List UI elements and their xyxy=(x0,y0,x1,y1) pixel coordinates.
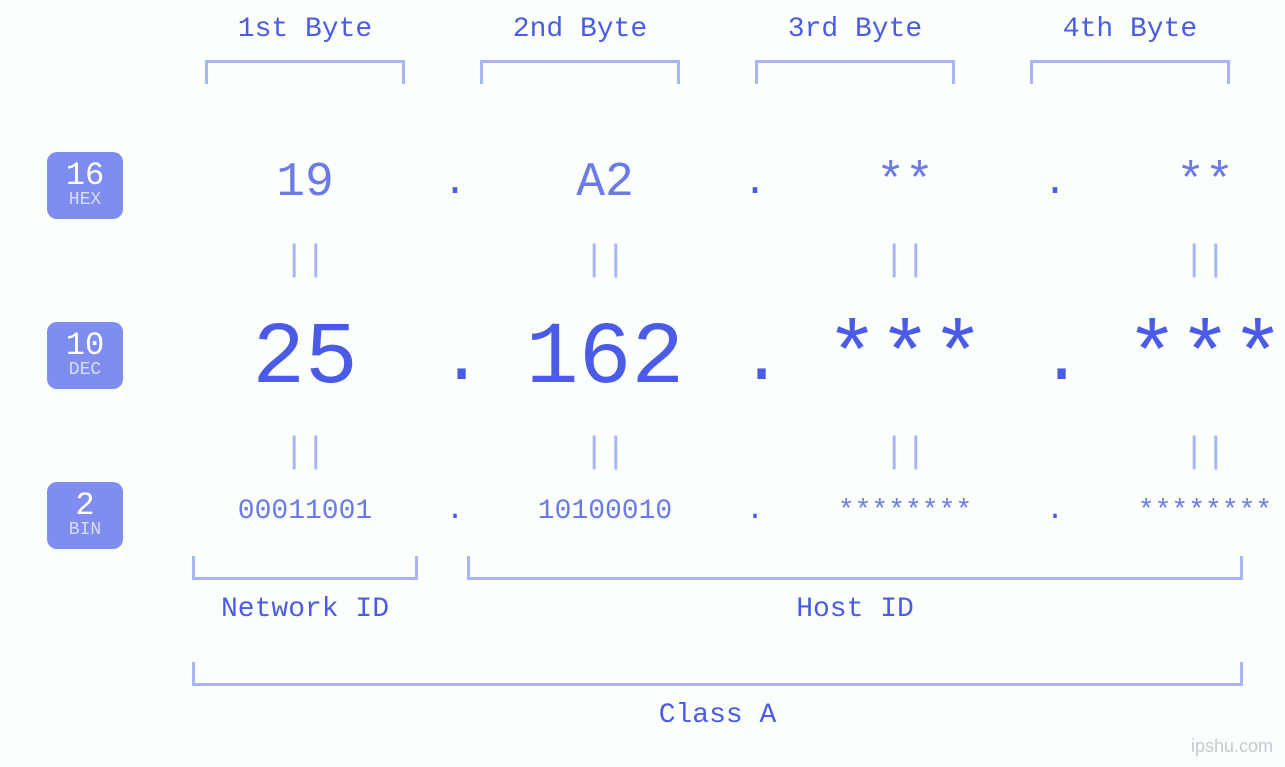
watermark-text: ipshu.com xyxy=(1191,736,1273,757)
dec-byte-4: *** xyxy=(1070,310,1285,409)
hex-byte-2: A2 xyxy=(470,156,740,210)
byte-header-1: 1st Byte xyxy=(170,14,440,45)
byte-header-2: 2nd Byte xyxy=(445,14,715,45)
base-label-hex: HEX xyxy=(47,191,123,211)
host-id-bracket xyxy=(467,556,1243,580)
dot-separator: . xyxy=(740,161,770,206)
equals-row-1: || || || || xyxy=(170,240,1255,281)
network-id-bracket xyxy=(192,556,418,580)
hex-byte-4: ** xyxy=(1070,156,1285,210)
dot-separator: . xyxy=(1040,494,1070,528)
equals-symbol: || xyxy=(170,432,440,473)
host-id-label: Host ID xyxy=(467,594,1243,625)
base-num-bin: 2 xyxy=(47,488,123,523)
top-bracket-1 xyxy=(205,60,405,84)
base-badge-dec: 10 DEC xyxy=(47,322,123,389)
class-bracket xyxy=(192,662,1243,686)
byte-header-3: 3rd Byte xyxy=(720,14,990,45)
base-badge-bin: 2 BIN xyxy=(47,482,123,549)
dot-separator: . xyxy=(440,319,470,401)
hex-byte-1: 19 xyxy=(170,156,440,210)
top-bracket-2 xyxy=(480,60,680,84)
dec-row: 25 . 162 . *** . *** xyxy=(170,310,1255,409)
top-bracket-3 xyxy=(755,60,955,84)
equals-symbol: || xyxy=(1070,432,1285,473)
equals-symbol: || xyxy=(770,240,1040,281)
hex-row: 19 . A2 . ** . ** xyxy=(170,156,1255,210)
base-num-hex: 16 xyxy=(47,158,123,193)
equals-symbol: || xyxy=(1070,240,1285,281)
bin-byte-4: ******** xyxy=(1070,496,1285,527)
dec-byte-3: *** xyxy=(770,310,1040,409)
bin-byte-1: 00011001 xyxy=(170,496,440,527)
bin-row: 00011001 . 10100010 . ******** . *******… xyxy=(170,494,1255,528)
dot-separator: . xyxy=(440,494,470,528)
class-label: Class A xyxy=(192,700,1243,731)
hex-byte-3: ** xyxy=(770,156,1040,210)
network-id-label: Network ID xyxy=(192,594,418,625)
top-bracket-4 xyxy=(1030,60,1230,84)
dot-separator: . xyxy=(740,319,770,401)
dot-separator: . xyxy=(440,161,470,206)
base-label-bin: BIN xyxy=(47,521,123,541)
dot-separator: . xyxy=(740,494,770,528)
bin-byte-2: 10100010 xyxy=(470,496,740,527)
equals-symbol: || xyxy=(470,432,740,473)
base-num-dec: 10 xyxy=(47,328,123,363)
base-badge-hex: 16 HEX xyxy=(47,152,123,219)
equals-row-2: || || || || xyxy=(170,432,1255,473)
dec-byte-2: 162 xyxy=(470,310,740,409)
equals-symbol: || xyxy=(470,240,740,281)
byte-header-4: 4th Byte xyxy=(995,14,1265,45)
equals-symbol: || xyxy=(770,432,1040,473)
bin-byte-3: ******** xyxy=(770,496,1040,527)
dec-byte-1: 25 xyxy=(170,310,440,409)
base-label-dec: DEC xyxy=(47,361,123,381)
equals-symbol: || xyxy=(170,240,440,281)
dot-separator: . xyxy=(1040,319,1070,401)
dot-separator: . xyxy=(1040,161,1070,206)
